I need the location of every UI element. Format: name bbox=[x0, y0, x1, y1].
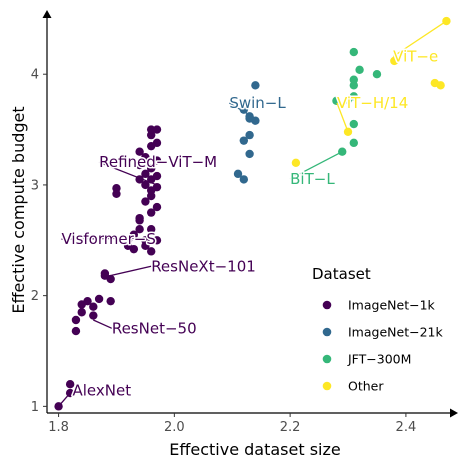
annotation-leader bbox=[59, 390, 73, 406]
data-point bbox=[153, 139, 161, 147]
data-point bbox=[89, 311, 97, 319]
data-point bbox=[350, 48, 358, 56]
annotation-label: ViT−H/14 bbox=[337, 94, 408, 112]
data-point bbox=[350, 120, 358, 128]
data-point bbox=[106, 297, 114, 305]
annotation-label: Visformer−S bbox=[61, 230, 155, 248]
data-point bbox=[89, 303, 97, 311]
annotation-label: Refined−ViT−M bbox=[99, 153, 217, 171]
legend-key-glyph: a bbox=[324, 326, 331, 339]
legend-key-glyph: a bbox=[324, 299, 331, 312]
legend-entry: ImageNet−1k bbox=[348, 298, 436, 313]
data-point bbox=[112, 184, 120, 192]
legend-entry: ImageNet−21k bbox=[348, 325, 443, 340]
y-tick-label: 4 bbox=[31, 68, 39, 83]
data-point bbox=[373, 70, 381, 78]
annotation-label: BiT−L bbox=[290, 170, 335, 188]
legend-title: Dataset bbox=[312, 265, 371, 283]
legend-entry: JFT−300M bbox=[347, 352, 411, 367]
legend-key-glyph: a bbox=[324, 380, 331, 393]
x-axis-arrow bbox=[450, 409, 458, 418]
x-tick-label: 2.4 bbox=[396, 420, 417, 435]
annotation-label: ViT−e bbox=[393, 48, 438, 66]
data-point bbox=[95, 295, 103, 303]
annotation-label: AlexNet bbox=[72, 381, 131, 399]
y-tick-label: 1 bbox=[31, 400, 39, 415]
y-axis-arrow bbox=[43, 10, 52, 18]
annotation-leader bbox=[105, 266, 151, 277]
data-point bbox=[350, 139, 358, 147]
data-point bbox=[147, 247, 155, 255]
data-point bbox=[153, 203, 161, 211]
data-point bbox=[240, 175, 248, 183]
annotation-leader bbox=[93, 320, 112, 328]
data-point bbox=[72, 327, 80, 335]
legend: Dataset a ImageNet−1k a ImageNet−21k a JFT−300… bbox=[312, 265, 443, 394]
annotation-label: Swin−L bbox=[229, 94, 286, 112]
legend-key-glyph: a bbox=[324, 353, 331, 366]
data-point bbox=[292, 159, 300, 167]
legend-entry: Other bbox=[348, 379, 384, 394]
x-tick-label: 2.0 bbox=[164, 420, 185, 435]
data-point bbox=[251, 81, 259, 89]
data-point bbox=[245, 150, 253, 158]
y-tick-label: 2 bbox=[31, 289, 39, 304]
data-point bbox=[245, 131, 253, 139]
annotation-label: ResNeXt−101 bbox=[151, 257, 256, 275]
x-tick-label: 2.2 bbox=[280, 420, 301, 435]
axes: 1.8 2.0 2.2 2.4 1 2 3 4 bbox=[31, 10, 458, 435]
y-axis-label: Effective compute budget bbox=[9, 106, 28, 313]
data-point bbox=[153, 125, 161, 133]
annotations: AlexNet ResNet−50 ResNeXt−101 Visformer−S Re… bbox=[59, 21, 447, 406]
data-point bbox=[78, 308, 86, 316]
annotation-label: ResNet−50 bbox=[112, 319, 197, 337]
data-point bbox=[350, 76, 358, 84]
y-tick-label: 3 bbox=[31, 178, 39, 193]
data-point bbox=[153, 172, 161, 180]
data-point bbox=[355, 66, 363, 74]
data-point bbox=[436, 81, 444, 89]
data-point bbox=[135, 214, 143, 222]
data-point bbox=[72, 316, 80, 324]
x-axis-label: Effective dataset size bbox=[169, 440, 341, 459]
x-tick-label: 1.8 bbox=[48, 420, 69, 435]
